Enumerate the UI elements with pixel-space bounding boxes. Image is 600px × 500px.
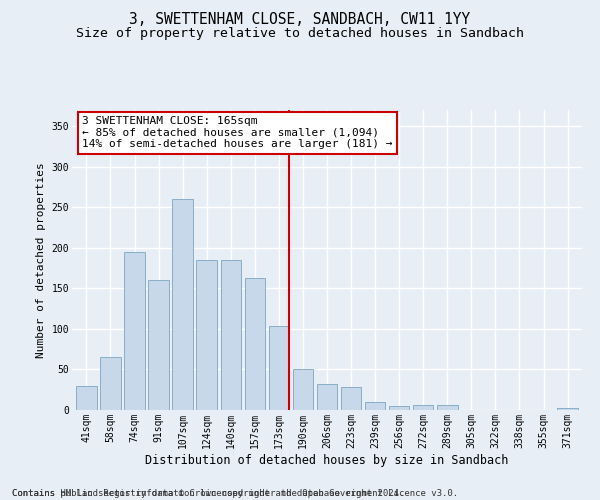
Bar — [172, 199, 193, 410]
Bar — [100, 358, 121, 410]
Bar — [245, 278, 265, 410]
Bar — [365, 402, 385, 410]
Bar — [317, 384, 337, 410]
X-axis label: Distribution of detached houses by size in Sandbach: Distribution of detached houses by size … — [145, 454, 509, 466]
Bar — [557, 408, 578, 410]
Text: 3, SWETTENHAM CLOSE, SANDBACH, CW11 1YY: 3, SWETTENHAM CLOSE, SANDBACH, CW11 1YY — [130, 12, 470, 28]
Bar — [341, 388, 361, 410]
Bar — [221, 260, 241, 410]
Text: Size of property relative to detached houses in Sandbach: Size of property relative to detached ho… — [76, 28, 524, 40]
Bar — [148, 280, 169, 410]
Text: 3 SWETTENHAM CLOSE: 165sqm
← 85% of detached houses are smaller (1,094)
14% of s: 3 SWETTENHAM CLOSE: 165sqm ← 85% of deta… — [82, 116, 392, 149]
Bar — [437, 405, 458, 410]
Bar — [293, 370, 313, 410]
Bar — [76, 386, 97, 410]
Bar — [269, 326, 289, 410]
Text: Contains public sector information licensed under the Open Government Licence v3: Contains public sector information licen… — [12, 478, 458, 498]
Bar — [389, 406, 409, 410]
Bar — [196, 260, 217, 410]
Y-axis label: Number of detached properties: Number of detached properties — [36, 162, 46, 358]
Bar — [413, 405, 433, 410]
Bar — [124, 252, 145, 410]
Text: Contains HM Land Registry data © Crown copyright and database right 2024.: Contains HM Land Registry data © Crown c… — [12, 488, 404, 498]
